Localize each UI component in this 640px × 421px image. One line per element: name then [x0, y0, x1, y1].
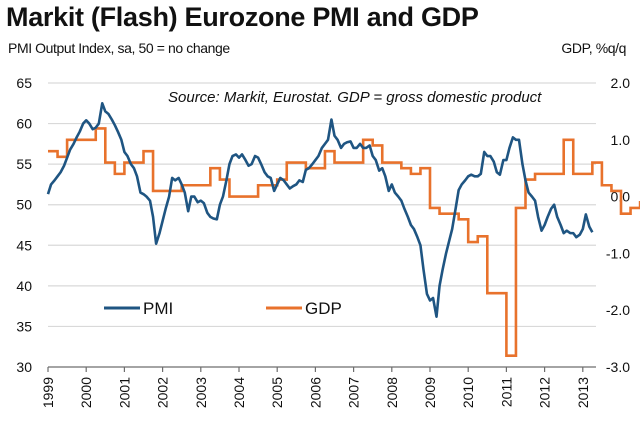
y-tick-label-left: 45 [16, 237, 32, 253]
gdp-series-line [48, 127, 640, 357]
y-tick-label-left: 40 [16, 278, 32, 294]
pmi-series-line [46, 101, 594, 318]
legend-label-gdp: GDP [305, 299, 342, 318]
y-tick-label-left: 30 [16, 359, 32, 375]
gridlines [48, 82, 596, 328]
x-tick-label: 2006 [307, 377, 323, 408]
x-tick-label: 2012 [537, 377, 553, 408]
x-tick-label: 2007 [346, 377, 362, 408]
y-tick-label-right: -3.0 [606, 359, 630, 375]
x-tick-label: 2003 [193, 377, 209, 408]
chart-title: Markit (Flash) Eurozone PMI and GDP [6, 2, 479, 32]
x-tick-label: 2005 [269, 377, 285, 408]
legend-label-pmi: PMI [143, 299, 173, 318]
y-tick-label-left: 65 [16, 75, 32, 91]
y-axis-label-left: PMI Output Index, sa, 50 = no change [8, 40, 230, 56]
x-tick-label: 2004 [231, 377, 247, 408]
y-tick-label-left: 55 [16, 156, 32, 172]
y-tick-label-left: 50 [16, 197, 32, 213]
y-tick-label-left: 35 [16, 318, 32, 334]
x-tick-label: 2009 [422, 377, 438, 408]
x-tick-label: 2013 [575, 377, 591, 408]
y-axis-left-ticks: 30 35 40 45 50 55 60 65 [16, 75, 32, 375]
x-tick-label: 2011 [498, 377, 514, 407]
series-lines [46, 101, 640, 357]
x-axis: 1999 2000 2001 2002 2003 2004 2005 2006 2007 2008… [40, 366, 596, 408]
x-tick-label: 2001 [116, 377, 132, 408]
y-tick-label-right: 1.0 [611, 132, 631, 148]
y-tick-label-right: -1.0 [606, 245, 630, 261]
x-tick-label: 1999 [40, 377, 56, 408]
y-tick-label-left: 60 [16, 116, 32, 132]
y-axis-label-right: GDP, %q/q [561, 40, 626, 56]
y-tick-label-right: 2.0 [611, 75, 631, 91]
x-tick-label: 2010 [460, 377, 476, 408]
y-tick-label-right: -2.0 [606, 302, 630, 318]
x-tick-label: 2000 [78, 377, 94, 408]
y-axis-right-ticks: -3.0-2.0-1.00.01.02.0 [606, 75, 630, 375]
x-tick-label: 2008 [384, 377, 400, 408]
x-tick-label: 2002 [155, 377, 171, 408]
source-annotation: Source: Markit, Eurostat. GDP = gross do… [166, 89, 544, 106]
legend: PMI GDP [104, 299, 342, 318]
